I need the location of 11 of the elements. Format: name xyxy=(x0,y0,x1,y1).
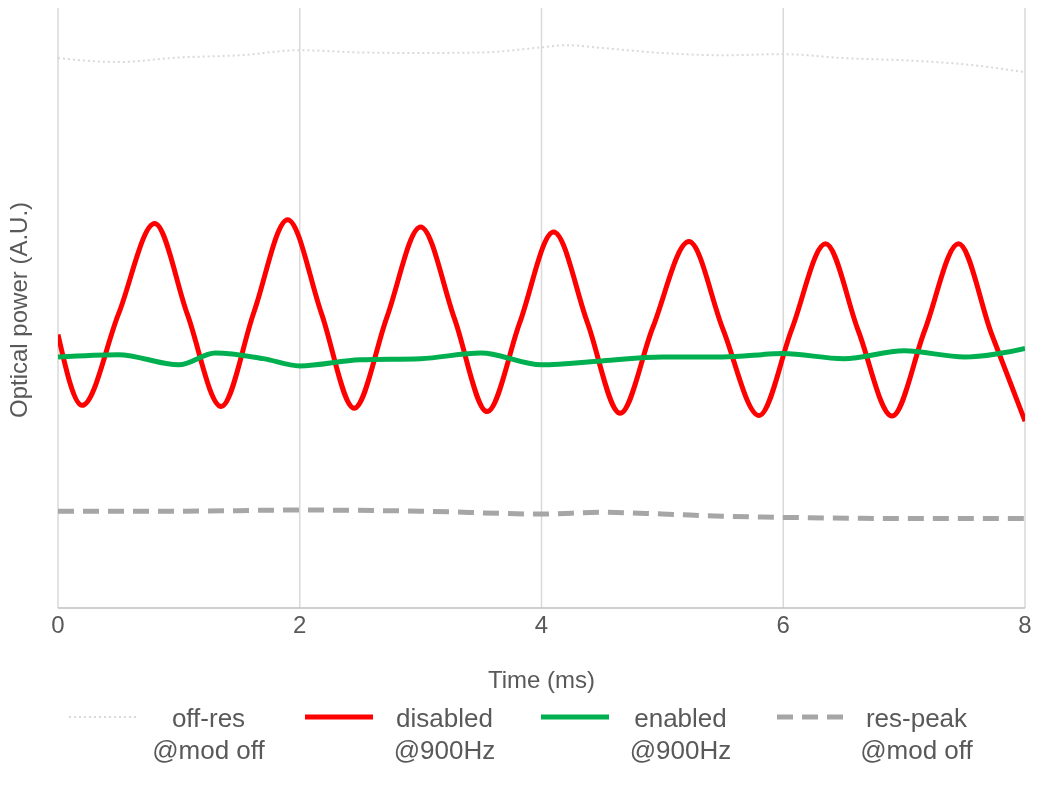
legend-label: off-res @mod off xyxy=(151,702,266,766)
x-tick-label: 0 xyxy=(51,611,65,639)
legend-label: res-peak @mod off xyxy=(859,702,974,766)
x-tick-label: 6 xyxy=(776,611,790,639)
legend-label: enabled @900Hz xyxy=(628,702,733,766)
x-tick-label: 4 xyxy=(534,611,549,639)
legend-label: disabled @900Hz xyxy=(392,702,497,766)
x-tick-label: 2 xyxy=(293,611,307,639)
x-axis-title: Time (ms) xyxy=(487,666,596,693)
x-tick-label: 8 xyxy=(1018,611,1032,639)
y-axis-title: Optical power (A.U.) xyxy=(4,201,32,418)
